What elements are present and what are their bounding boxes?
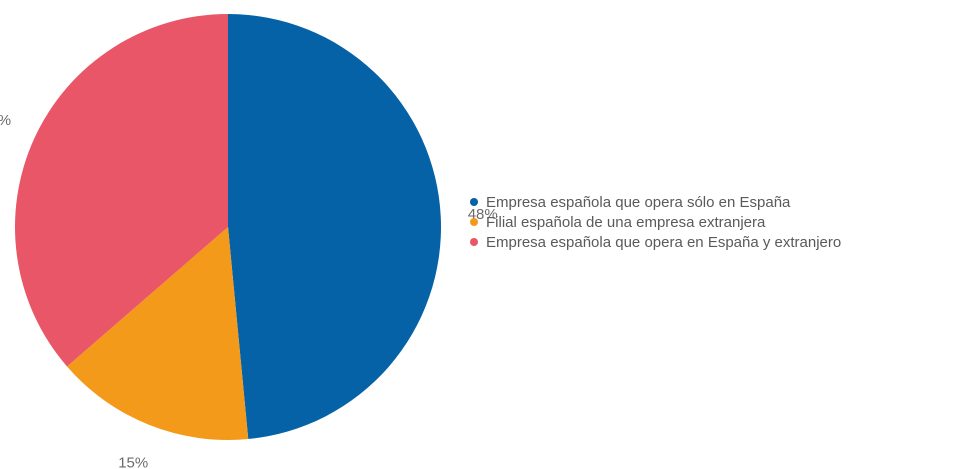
pie-slice-empresa-solo-espana: [228, 14, 442, 440]
legend-item-empresa-espana-extranjero: Empresa española que opera en España y e…: [470, 232, 841, 252]
legend-label: Empresa española que opera en España y e…: [486, 233, 842, 251]
legend-swatch: [470, 238, 478, 246]
legend-label: Filial española de una empresa extranjer…: [486, 213, 766, 231]
legend-swatch: [470, 218, 478, 226]
pie-slice-filial-extranjera: [67, 227, 249, 440]
pie-value-label: 15%: [118, 455, 148, 469]
pie-value-label: 36%: [0, 112, 11, 129]
pie-slices: [14, 14, 442, 440]
legend-label: Empresa española que opera sólo en Españ…: [486, 193, 791, 211]
legend-swatch: [470, 198, 478, 206]
chart-legend: Empresa española que opera sólo en Españ…: [470, 192, 841, 252]
legend-item-empresa-solo-espana: Empresa española que opera sólo en Españ…: [470, 192, 841, 212]
pie-slice-empresa-espana-extranjero: [14, 14, 229, 367]
legend-item-filial-extranjera: Filial española de una empresa extranjer…: [470, 212, 841, 232]
